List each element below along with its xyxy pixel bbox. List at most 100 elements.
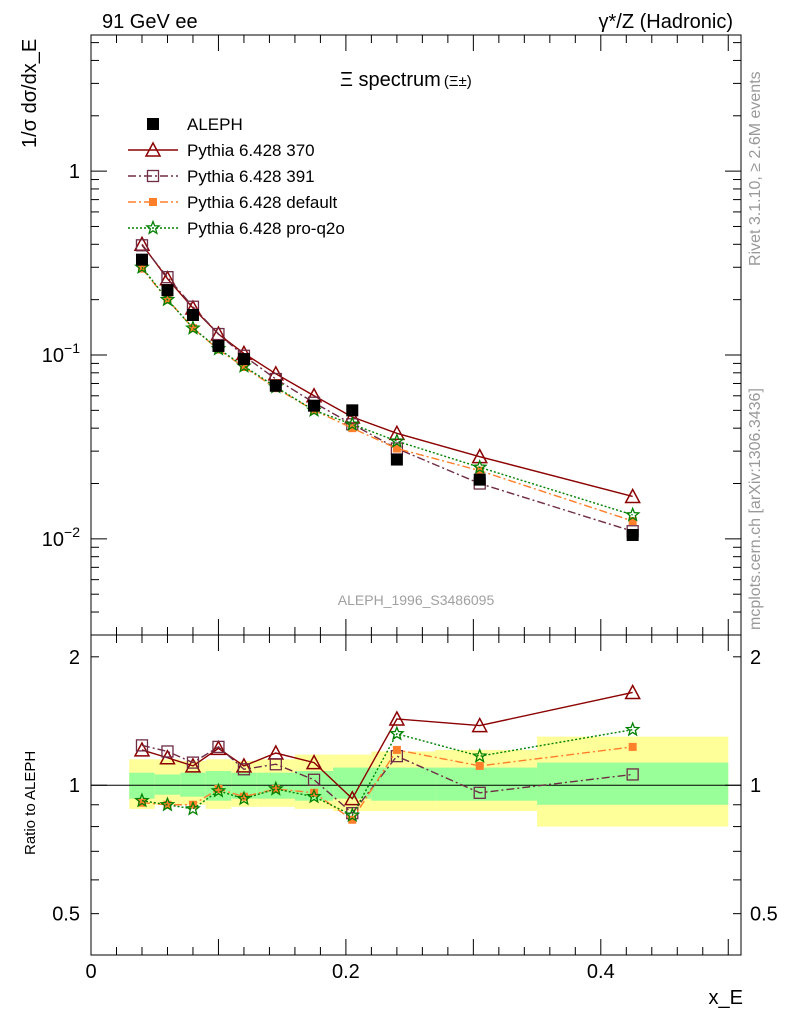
main-title-text: Ξ spectrum: [340, 69, 441, 91]
ratio-point-p370: [184, 757, 202, 773]
ratio-band-inner: [371, 767, 436, 801]
data-point-data: [308, 399, 321, 412]
header-right: γ*/Z (Hadronic): [599, 11, 733, 33]
ratio-band-inner: [180, 772, 206, 797]
ratio-point-pdefault: [271, 784, 280, 793]
data-point-data: [161, 284, 174, 297]
legend-label-p391: Pythia 6.428 391: [187, 167, 315, 186]
ratio-point-p391: [626, 768, 639, 781]
legend-marker-pdefault: [149, 198, 157, 206]
data-point-p391: [161, 271, 174, 284]
data-point-data: [473, 473, 486, 486]
data-point-data: [212, 339, 225, 352]
ratio-point-p391: [135, 739, 149, 752]
y-axis-label-main: 1/σ dσ/dx_E: [19, 39, 41, 148]
data-point-pq2o: [624, 506, 641, 522]
data-point-p370: [624, 487, 641, 504]
ratio-point-pdefault: [239, 792, 248, 801]
ratio-y-tick-label: 2: [69, 647, 80, 669]
ratio-point-pq2o: [306, 788, 322, 804]
series-line-p370: [141, 243, 633, 498]
data-point-pdefault: [137, 264, 146, 273]
data-point-pq2o: [471, 459, 488, 475]
ratio-point-pq2o: [388, 725, 405, 741]
rivet-version-label: Rivet 3.1.10, ≥ 2.6M events: [747, 71, 764, 266]
data-point-data: [269, 379, 282, 392]
ratio-line-p370: [141, 691, 633, 800]
ratio-point-p391: [161, 745, 174, 758]
legend-label-p370: Pythia 6.428 370: [187, 141, 315, 160]
ratio-point-pdefault: [475, 761, 484, 770]
data-point-data: [626, 528, 639, 541]
ratio-point-pdefault: [214, 784, 223, 793]
ratio-band-inner: [333, 767, 372, 799]
series-line-pdefault: [141, 268, 633, 522]
data-point-data: [390, 453, 403, 466]
ratio-point-pdefault: [310, 788, 319, 797]
data-point-data: [237, 353, 250, 366]
data-point-data: [186, 309, 199, 322]
legend-label-pdefault: Pythia 6.428 default: [187, 193, 338, 212]
ratio-point-p370: [305, 754, 323, 770]
legend-marker-p391: [146, 169, 160, 183]
data-point-pdefault: [188, 324, 197, 333]
ratio-line-pq2o: [141, 728, 633, 817]
ratio-point-pq2o: [185, 800, 201, 816]
ratio-y-tick-label: 0.5: [52, 904, 80, 926]
legend-marker-data: [147, 118, 159, 130]
legend-marker-p370: [144, 141, 162, 157]
x-tick-label: 0.4: [587, 961, 615, 983]
ratio-band-inner: [537, 762, 729, 805]
x-tick-label: 0: [85, 961, 96, 983]
mcplots-label: mcplots.cern.ch [arXiv:1306.3436]: [747, 388, 764, 630]
ratio-point-pq2o: [471, 747, 488, 763]
ratio-point-pdefault: [188, 800, 197, 809]
ratio-line-p391: [141, 744, 633, 815]
ratio-point-p391: [269, 758, 282, 771]
ratio-point-p391: [186, 756, 200, 769]
data-point-pdefault: [628, 517, 637, 526]
ratio-point-p370: [624, 683, 641, 700]
data-point-pdefault: [392, 444, 401, 453]
ratio-y-tick-label-right: 2: [750, 647, 761, 669]
legend-label-data: ALEPH: [187, 115, 243, 134]
ratio-point-pdefault: [348, 815, 357, 824]
ratio-band-inner: [435, 767, 538, 801]
ratio-point-pdefault: [392, 745, 401, 754]
ratio-point-pdefault: [137, 798, 146, 807]
ratio-point-pq2o: [159, 796, 176, 812]
ratio-point-p391: [237, 763, 251, 776]
ratio-point-p391: [307, 773, 321, 786]
ratio-point-p370: [133, 741, 151, 757]
watermark: ALEPH_1996_S3486095: [338, 592, 495, 608]
ratio-y-tick-label: 1: [69, 775, 80, 797]
main-title-suffix: (Ξ±): [444, 73, 472, 90]
ratio-point-pq2o: [624, 721, 641, 737]
ratio-plot-frame: [90, 634, 742, 956]
ratio-point-pq2o: [236, 790, 252, 806]
ratio-point-p370: [344, 790, 361, 806]
data-point-p370: [471, 448, 488, 464]
ratio-point-p370: [210, 739, 227, 756]
legend-marker-pq2o: [145, 219, 161, 235]
data-point-p391: [212, 327, 225, 341]
ratio-point-pdefault: [628, 742, 637, 751]
data-point-p370: [388, 424, 406, 441]
legend-label-pq2o: Pythia 6.428 pro-q2o: [187, 219, 345, 238]
data-point-pq2o: [159, 291, 176, 307]
ratio-point-p370: [388, 710, 406, 726]
main-y-tick-label: 1: [69, 161, 80, 183]
data-point-pq2o: [388, 432, 405, 448]
data-point-p370: [344, 408, 361, 424]
data-point-pdefault: [348, 424, 357, 433]
data-point-data: [346, 404, 359, 417]
y-axis-label-ratio: Ratio to ALEPH: [22, 751, 39, 855]
ratio-point-p391: [473, 786, 486, 799]
ratio-point-p370: [471, 716, 488, 733]
ratio-band-inner: [154, 774, 181, 795]
ratio-y-tick-label-right: 0.5: [750, 904, 778, 926]
ratio-point-pq2o: [134, 792, 150, 808]
main-title: Ξ spectrum (Ξ±): [340, 69, 472, 91]
ratio-point-pq2o: [344, 807, 361, 823]
